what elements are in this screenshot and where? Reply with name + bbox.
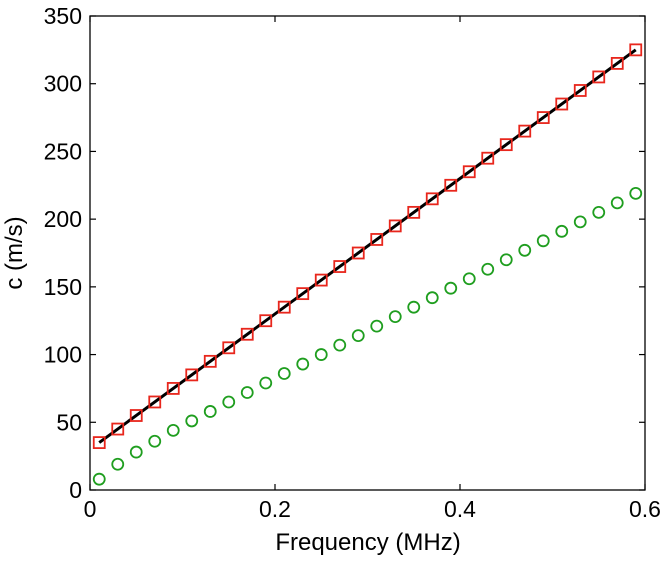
square-marker (518, 124, 532, 138)
x-tick-label: 0.2 (259, 496, 291, 522)
square-marker (240, 327, 254, 341)
circle-marker (314, 348, 328, 361)
square-marker (129, 409, 143, 422)
square-marker (462, 165, 476, 179)
x-tick-label: 0 (84, 496, 97, 522)
circle-marker (518, 243, 532, 257)
x-axis-label: Frequency (MHz) (275, 529, 460, 556)
circle-marker (592, 205, 606, 219)
square-marker (370, 233, 384, 246)
circle-marker (129, 445, 143, 459)
circle-marker (610, 196, 624, 210)
square-marker (259, 314, 273, 328)
circle-marker (351, 329, 365, 343)
series-circle (92, 187, 643, 486)
circle-marker (277, 367, 291, 380)
circle-marker (444, 281, 458, 295)
y-tick-label: 50 (56, 409, 82, 435)
y-tick-label: 0 (69, 477, 82, 503)
y-tick-label: 250 (44, 138, 82, 164)
square-marker (296, 287, 310, 301)
square-marker (481, 151, 495, 165)
fit-line-layer (98, 48, 637, 444)
circle-marker (629, 187, 643, 200)
square-marker (203, 354, 217, 368)
circle-marker (92, 472, 106, 486)
circle-marker (166, 424, 180, 437)
circle-marker (240, 386, 254, 399)
circle-marker (203, 405, 217, 418)
square-marker (166, 382, 180, 395)
square-marker (536, 111, 550, 124)
square-marker (351, 246, 365, 260)
square-marker (444, 178, 458, 192)
y-tick-label: 100 (44, 342, 82, 368)
square-marker (148, 395, 162, 409)
square-marker (407, 205, 421, 219)
circle-marker (388, 310, 402, 324)
x-tick-label: 0.4 (444, 496, 476, 522)
square-marker (314, 273, 328, 287)
square-marker (592, 70, 606, 84)
plot-area (90, 16, 645, 490)
circle-marker (462, 272, 476, 286)
circle-marker (481, 262, 495, 276)
circle-marker (222, 395, 236, 409)
circle-marker (370, 319, 384, 333)
circle-marker (536, 234, 550, 248)
circle-marker (148, 434, 162, 448)
square-marker (92, 436, 106, 450)
square-marker (425, 192, 439, 206)
y-tick-label: 200 (44, 206, 82, 232)
square-marker (573, 84, 587, 97)
square-marker (222, 341, 236, 355)
square-marker (185, 368, 199, 382)
circle-marker (573, 215, 587, 229)
circle-marker (259, 376, 273, 390)
y-tick-label: 150 (44, 274, 82, 300)
axes: 0 0.2 0.4 0.6 0 50 100 150 200 250 300 350 (44, 3, 661, 522)
circle-marker (555, 224, 569, 238)
circle-marker (296, 357, 310, 371)
square-marker (555, 97, 569, 111)
square-marker (629, 43, 643, 57)
circle-marker (111, 457, 125, 471)
square-marker (111, 422, 125, 436)
circle-marker (499, 253, 513, 267)
y-axis-label: c (m/s) (1, 216, 28, 289)
square-marker (277, 300, 291, 314)
square-marker (499, 138, 513, 152)
series-layer (92, 43, 643, 486)
axes-box (89, 15, 646, 491)
circle-marker (425, 291, 439, 305)
square-marker (333, 260, 347, 273)
square-marker (388, 219, 402, 233)
y-tick-label: 350 (44, 3, 82, 29)
circle-marker (333, 338, 347, 352)
fit-line (98, 48, 637, 444)
square-marker (610, 57, 624, 70)
y-tick-label: 300 (44, 71, 82, 97)
circle-marker (185, 414, 199, 428)
plot-background (90, 16, 645, 490)
circle-marker (407, 300, 421, 314)
x-tick-label: 0.6 (629, 496, 661, 522)
series-square (92, 43, 643, 450)
